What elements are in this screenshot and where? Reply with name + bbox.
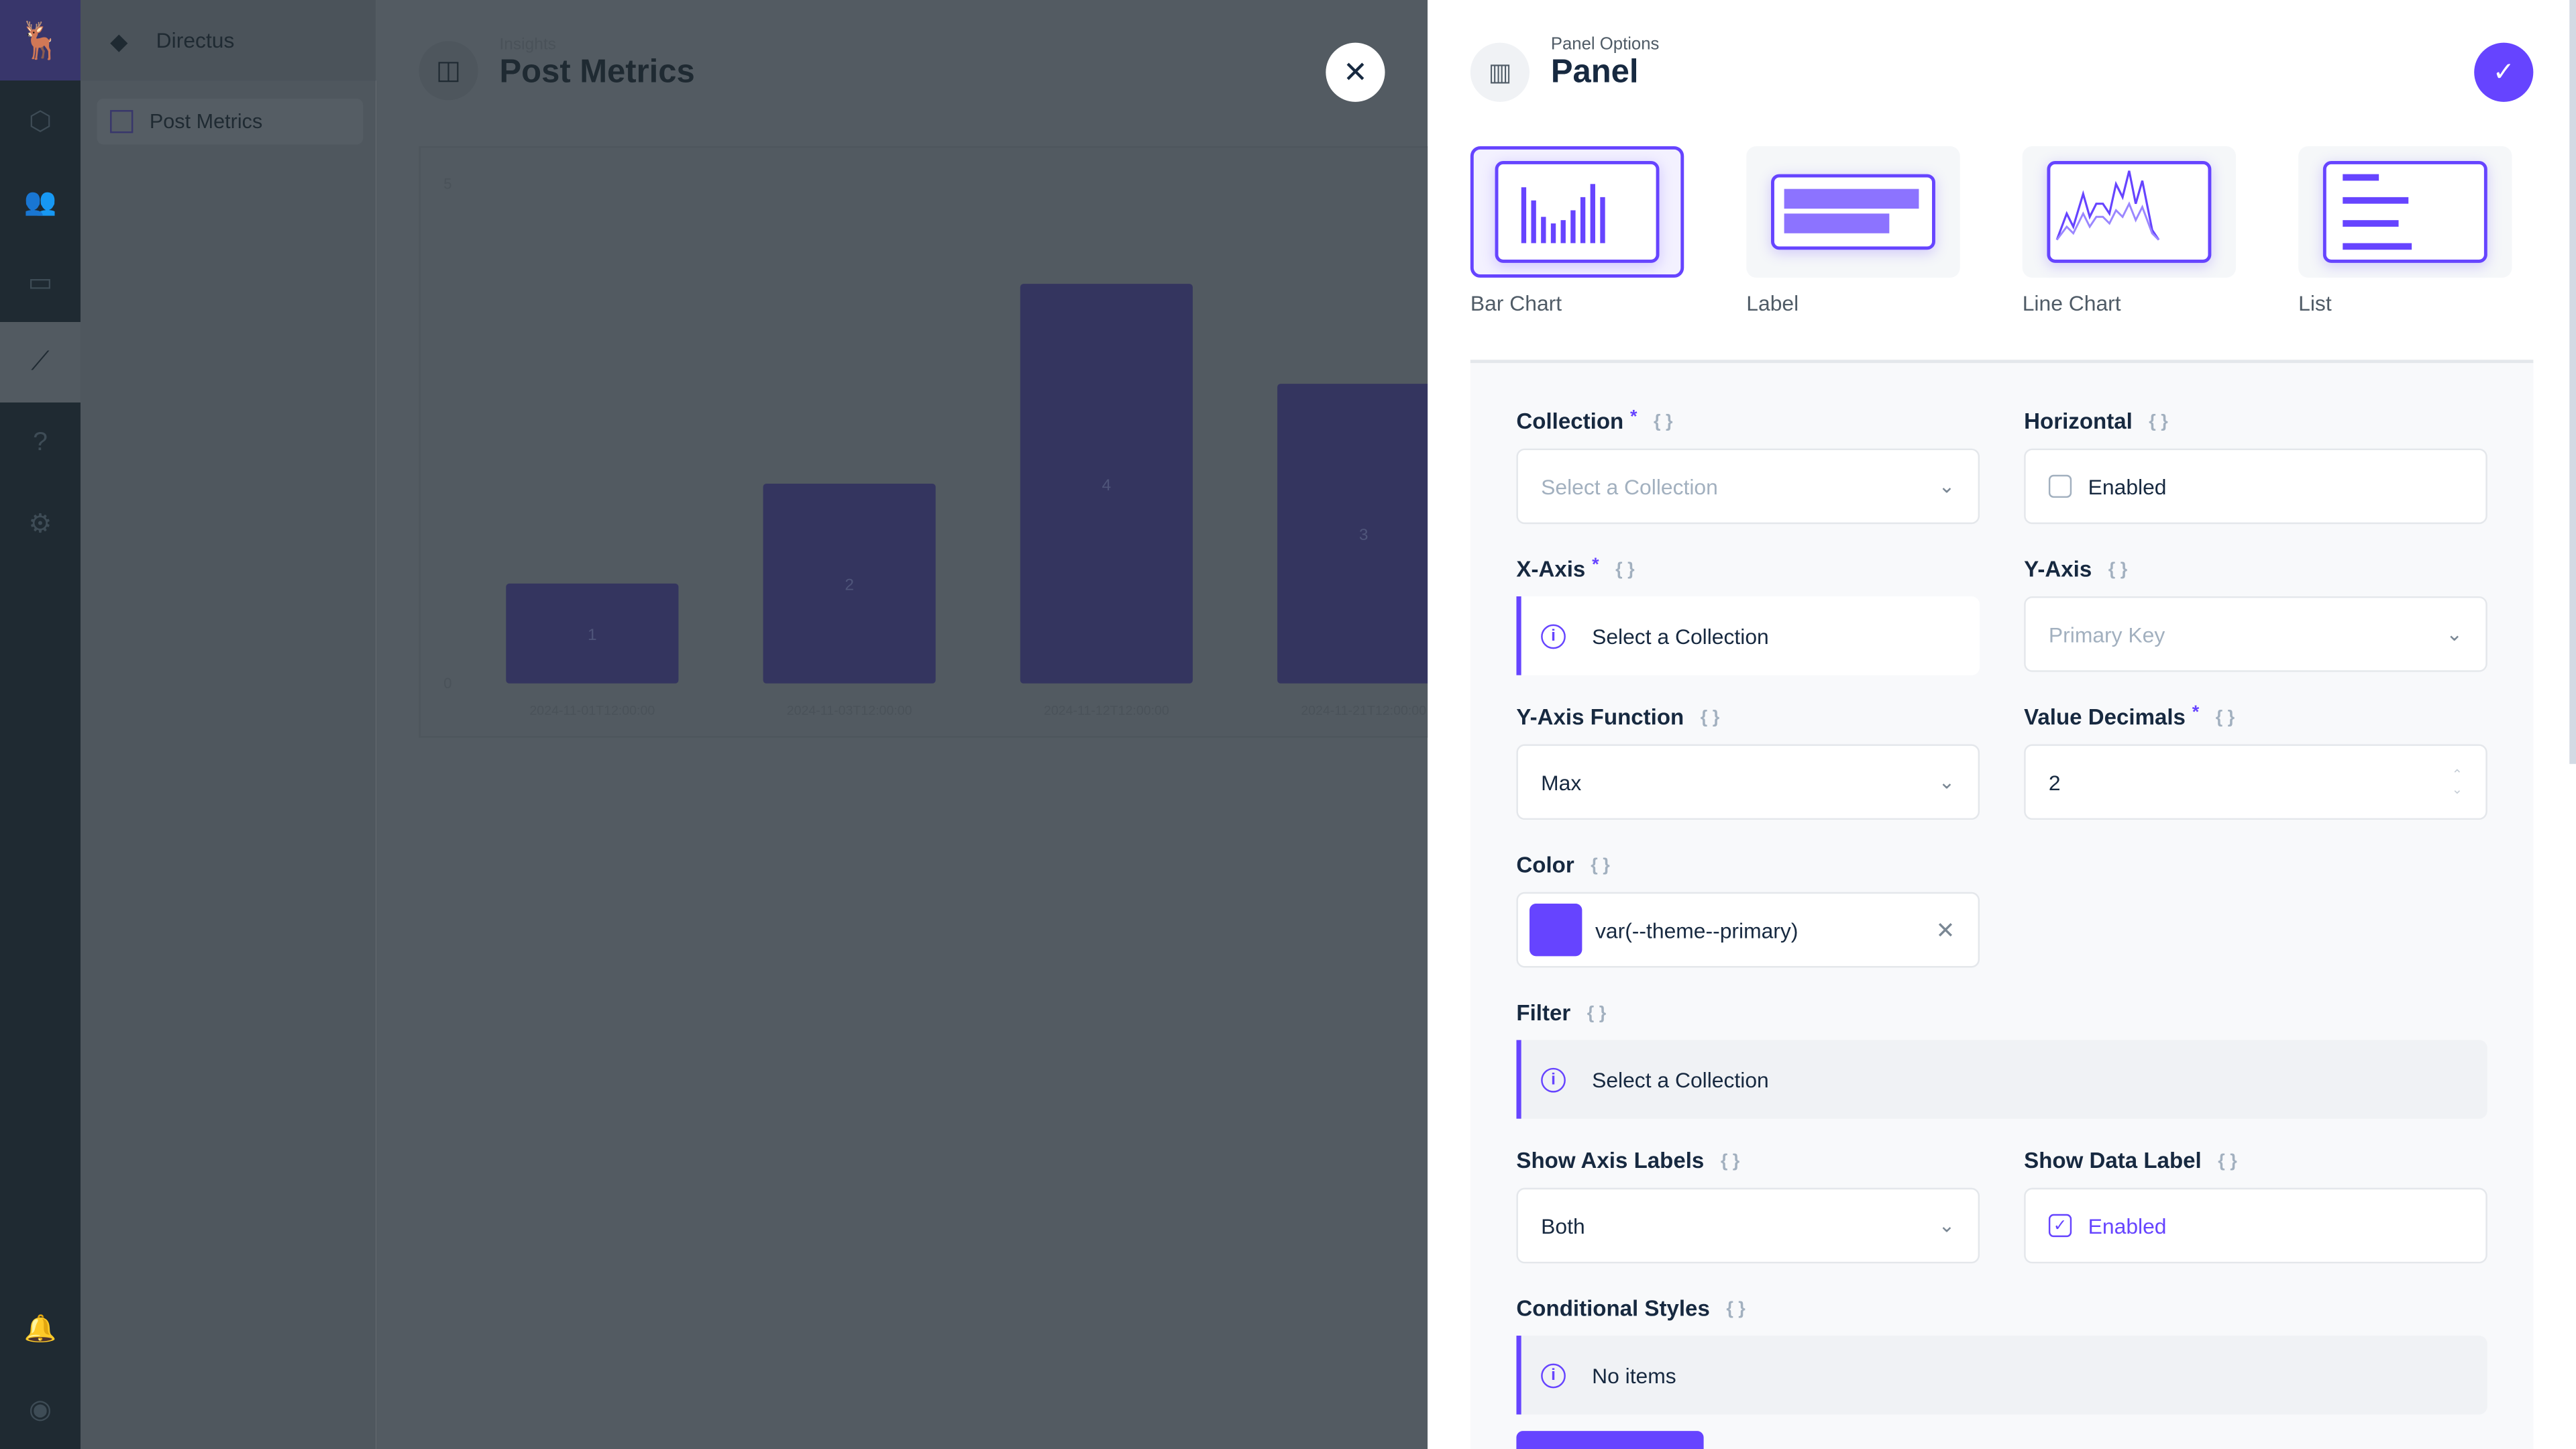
filter-label: Filter{ } (1516, 1000, 1607, 1026)
x-tick-label: 2024-11-21T12:00:00 (1301, 703, 1426, 718)
box-icon[interactable]: ⬡ (28, 107, 52, 136)
bar (1277, 384, 1450, 684)
x-tick-label: 2024-11-03T12:00:00 (787, 703, 912, 718)
value-decimals-label: Value Decimals *{ } (2024, 702, 2235, 730)
chevron-down-icon: ⌄ (2446, 623, 2463, 646)
dashboard-icon: ◫ (419, 41, 478, 101)
raw-value-icon[interactable]: { } (1654, 411, 1673, 431)
page-title: Post Metrics (499, 54, 695, 91)
x-tick-label: 2024-11-01T12:00:00 (529, 703, 655, 718)
show-axis-labels-select[interactable]: Both ⌄ (1516, 1187, 1980, 1264)
checkbox-icon (2048, 474, 2072, 498)
conditional-styles-label: Conditional Styles{ } (1516, 1296, 1746, 1321)
collection-select[interactable]: Select a Collection ⌄ (1516, 448, 1980, 525)
bar-data-label: 4 (1102, 476, 1112, 494)
insights-icon[interactable]: ⟋ (0, 322, 81, 403)
help-icon[interactable]: ? (33, 427, 48, 456)
color-label: Color{ } (1516, 853, 1610, 877)
x-axis-label: X-Axis *{ } (1516, 554, 1635, 582)
type-bar-chart[interactable]: Bar Chart (1470, 146, 1684, 315)
info-icon: i (1541, 1067, 1566, 1092)
insights-dashboard: ◫ Insights Post Metrics 5 0 1 2024-11-01T12… (376, 0, 1474, 1449)
x-axis-notice: i Select a Collection (1516, 596, 1980, 676)
breadcrumb[interactable]: Insights (499, 36, 556, 54)
bar-data-label: 3 (1359, 526, 1368, 544)
drawer-title: Panel (1550, 54, 1639, 91)
bar (1020, 284, 1193, 684)
horizontal-checkbox[interactable]: Enabled (2024, 448, 2487, 525)
show-axis-labels-label: Show Axis Labels{ } (1516, 1148, 1740, 1173)
color-input[interactable]: var(--theme--primary) ✕ (1516, 892, 1980, 968)
checkbox-checked-icon: ✓ (2048, 1214, 2072, 1238)
type-label[interactable]: Label (1746, 146, 1960, 315)
navigation-sidebar: ◆ Directus Post Metrics (80, 0, 376, 1449)
filter-notice: i Select a Collection (1516, 1040, 2487, 1119)
collection-label: Collection *{ } (1516, 407, 1673, 434)
y-axis-label: Y-Axis{ } (2024, 557, 2128, 582)
dashboard-icon (110, 110, 133, 133)
type-list[interactable]: List (2298, 146, 2512, 315)
check-icon: ✓ (2492, 59, 2515, 87)
sidebar-item-post-metrics[interactable]: Post Metrics (97, 98, 364, 145)
close-icon: ✕ (1342, 55, 1368, 89)
chevron-down-icon: ⌄ (1938, 770, 1955, 794)
directus-logo[interactable]: 🦌 (0, 0, 81, 81)
y-tick-label: 5 (443, 176, 451, 193)
y-axis-function-label: Y-Axis Function{ } (1516, 704, 1720, 730)
project-name: Directus (156, 28, 235, 53)
bar-chart: 5 0 1 2024-11-01T12:00:00 2 2024-11-03T12:00:… (443, 176, 1450, 718)
user-icon[interactable]: ◉ (28, 1395, 52, 1424)
info-icon: i (1541, 1362, 1566, 1388)
save-button[interactable]: ✓ (2474, 42, 2534, 102)
show-data-label-label: Show Data Label{ } (2024, 1148, 2237, 1173)
drawer-subtitle: Panel Options (1550, 34, 1660, 54)
clear-icon[interactable]: ✕ (1935, 916, 1955, 943)
bar-data-label: 1 (588, 626, 597, 644)
horizontal-label: Horizontal{ } (2024, 409, 2168, 434)
bell-icon[interactable]: 🔔 (23, 1315, 57, 1344)
bar (763, 483, 936, 684)
bar-chart-icon: ▥ (1470, 42, 1530, 102)
y-tick-label: 0 (443, 675, 451, 692)
chevron-down-icon: ⌄ (1938, 1214, 1955, 1238)
folder-icon[interactable]: ▭ (28, 268, 53, 297)
color-swatch[interactable] (1529, 903, 1582, 957)
conditional-styles-notice: i No items (1516, 1336, 2487, 1415)
module-nav: 🦌 ⬡ 👥 ▭ ⟋ ? ⚙ 🔔 ◉ (0, 0, 81, 1449)
x-tick-label: 2024-11-12T12:00:00 (1044, 703, 1169, 718)
project-icon: ◆ (110, 28, 128, 54)
bar-chart-panel[interactable]: 5 0 1 2024-11-01T12:00:00 2 2024-11-03T12:00:… (419, 146, 1474, 738)
bar-data-label: 2 (845, 576, 854, 594)
bar (506, 583, 679, 684)
type-line-chart[interactable]: Line Chart (2022, 146, 2237, 315)
gear-icon[interactable]: ⚙ (28, 510, 52, 539)
info-icon: i (1541, 623, 1566, 649)
scrollbar[interactable] (2569, 0, 2576, 764)
close-drawer-button[interactable]: ✕ (1326, 42, 1385, 102)
stepper-icon[interactable]: ⌃ ⌄ (2451, 767, 2463, 797)
value-decimals-input[interactable]: 2 ⌃ ⌄ (2024, 744, 2487, 820)
create-new-button[interactable] (1516, 1431, 1704, 1449)
y-axis-function-select[interactable]: Max ⌄ (1516, 744, 1980, 820)
show-data-label-checkbox[interactable]: ✓ Enabled (2024, 1187, 2487, 1264)
y-axis-select[interactable]: Primary Key ⌄ (2024, 596, 2487, 672)
chevron-down-icon: ⌄ (1938, 474, 1955, 498)
panel-options-form: Collection *{ } Select a Collection ⌄ Hori… (1470, 360, 2534, 1449)
users-icon[interactable]: 👥 (23, 188, 57, 217)
